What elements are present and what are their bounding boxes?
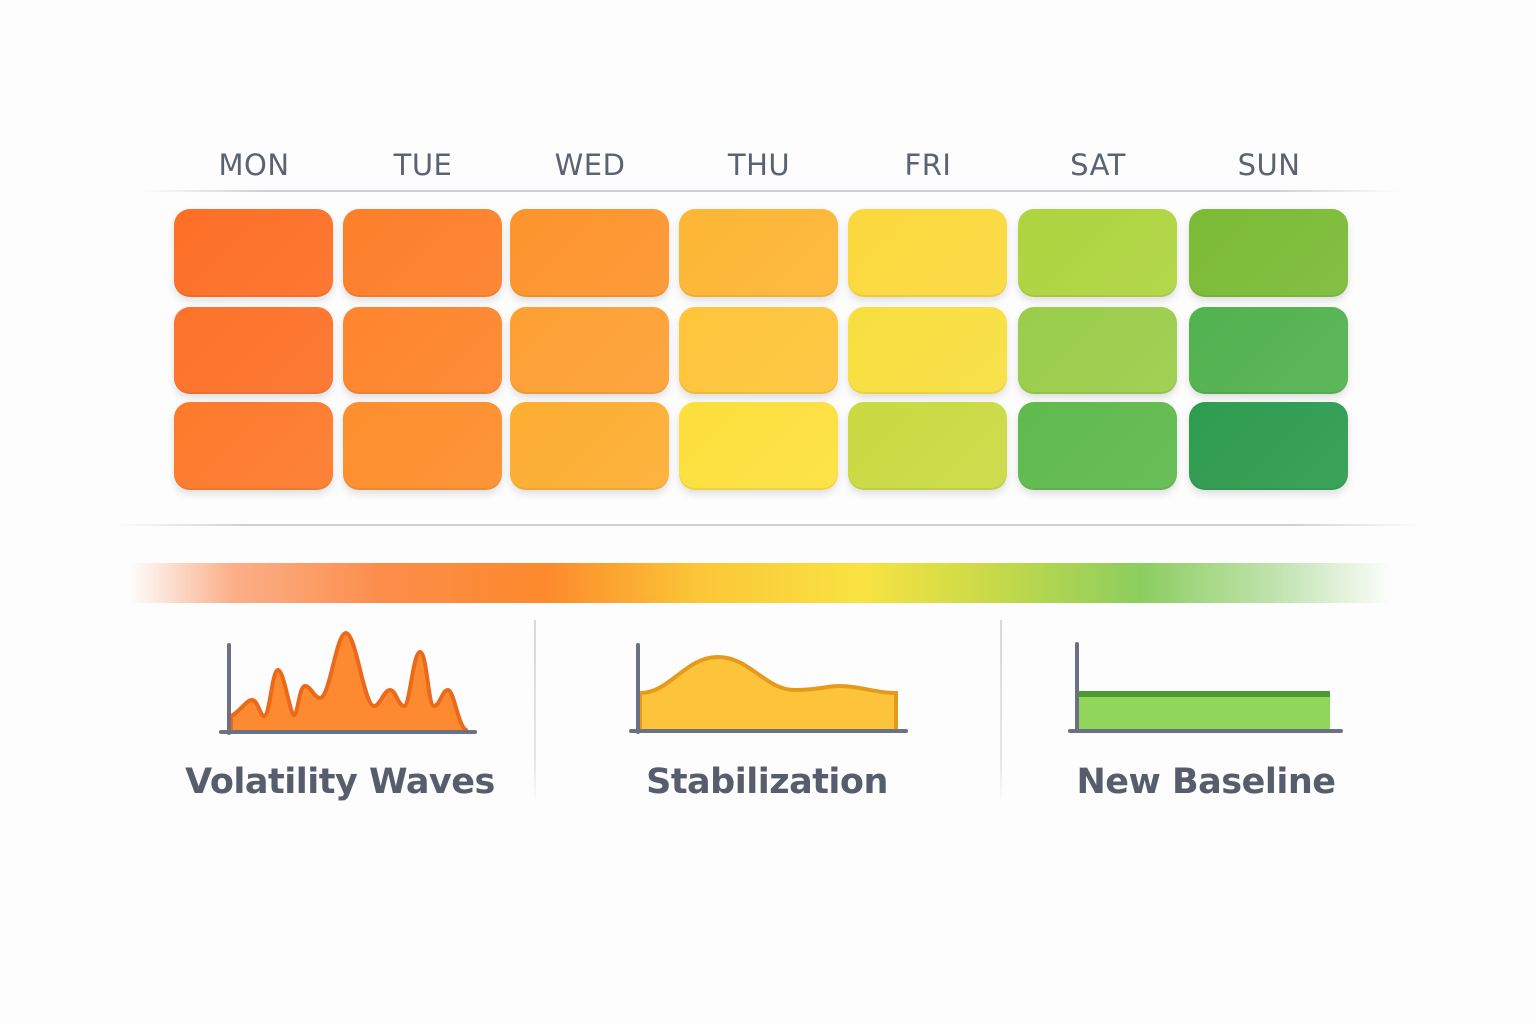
grid-cell-sun-row3 — [1189, 402, 1348, 490]
grid-cell-sun-row2 — [1189, 307, 1348, 394]
color-gradient-bar — [130, 563, 1392, 603]
grid-cell-thu-row3 — [679, 402, 838, 490]
grid-cell-sun-row1 — [1189, 209, 1348, 297]
day-label-mon: MON — [218, 148, 290, 182]
phase-divider — [534, 620, 536, 805]
baseline-line — [1079, 691, 1330, 697]
day-label-fri: FRI — [904, 148, 952, 182]
grid-cell-sat-row1 — [1018, 209, 1177, 297]
grid-cell-mon-row2 — [174, 307, 333, 394]
grid-cell-fri-row2 — [848, 307, 1007, 394]
day-label-tue: TUE — [393, 148, 453, 182]
header-divider — [140, 190, 1400, 192]
grid-cell-mon-row3 — [174, 402, 333, 490]
day-label-thu: THU — [727, 148, 791, 182]
day-label-sat: SAT — [1070, 148, 1126, 182]
phase-label-baseline: New Baseline — [1076, 762, 1336, 802]
grid-cell-fri-row1 — [848, 209, 1007, 297]
grid-cell-wed-row1 — [510, 209, 669, 297]
grid-cell-wed-row3 — [510, 402, 669, 490]
day-label-wed: WED — [554, 148, 626, 182]
grid-cell-thu-row2 — [679, 307, 838, 394]
grid-cell-wed-row2 — [510, 307, 669, 394]
grid-divider — [115, 524, 1420, 526]
day-label-sun: SUN — [1237, 148, 1301, 182]
grid-cell-tue-row2 — [343, 307, 502, 394]
new-baseline-chart — [1068, 642, 1343, 733]
grid-cell-tue-row1 — [343, 209, 502, 297]
baseline-area — [1079, 693, 1330, 730]
grid-cell-tue-row3 — [343, 402, 502, 490]
grid-cell-thu-row1 — [679, 209, 838, 297]
volatility-waves-chart — [219, 630, 477, 735]
grid-cell-sat-row2 — [1018, 307, 1177, 394]
phase-divider — [1000, 620, 1002, 805]
grid-cell-mon-row1 — [174, 209, 333, 297]
volatility-wave-area — [229, 630, 468, 734]
grid-cell-sat-row3 — [1018, 402, 1177, 490]
phase-label-volatility: Volatility Waves — [185, 762, 495, 802]
phase-label-stabilization: Stabilization — [646, 762, 888, 802]
stabilization-chart — [629, 643, 908, 734]
stabilization-area — [638, 654, 898, 733]
grid-cell-fri-row3 — [848, 402, 1007, 490]
